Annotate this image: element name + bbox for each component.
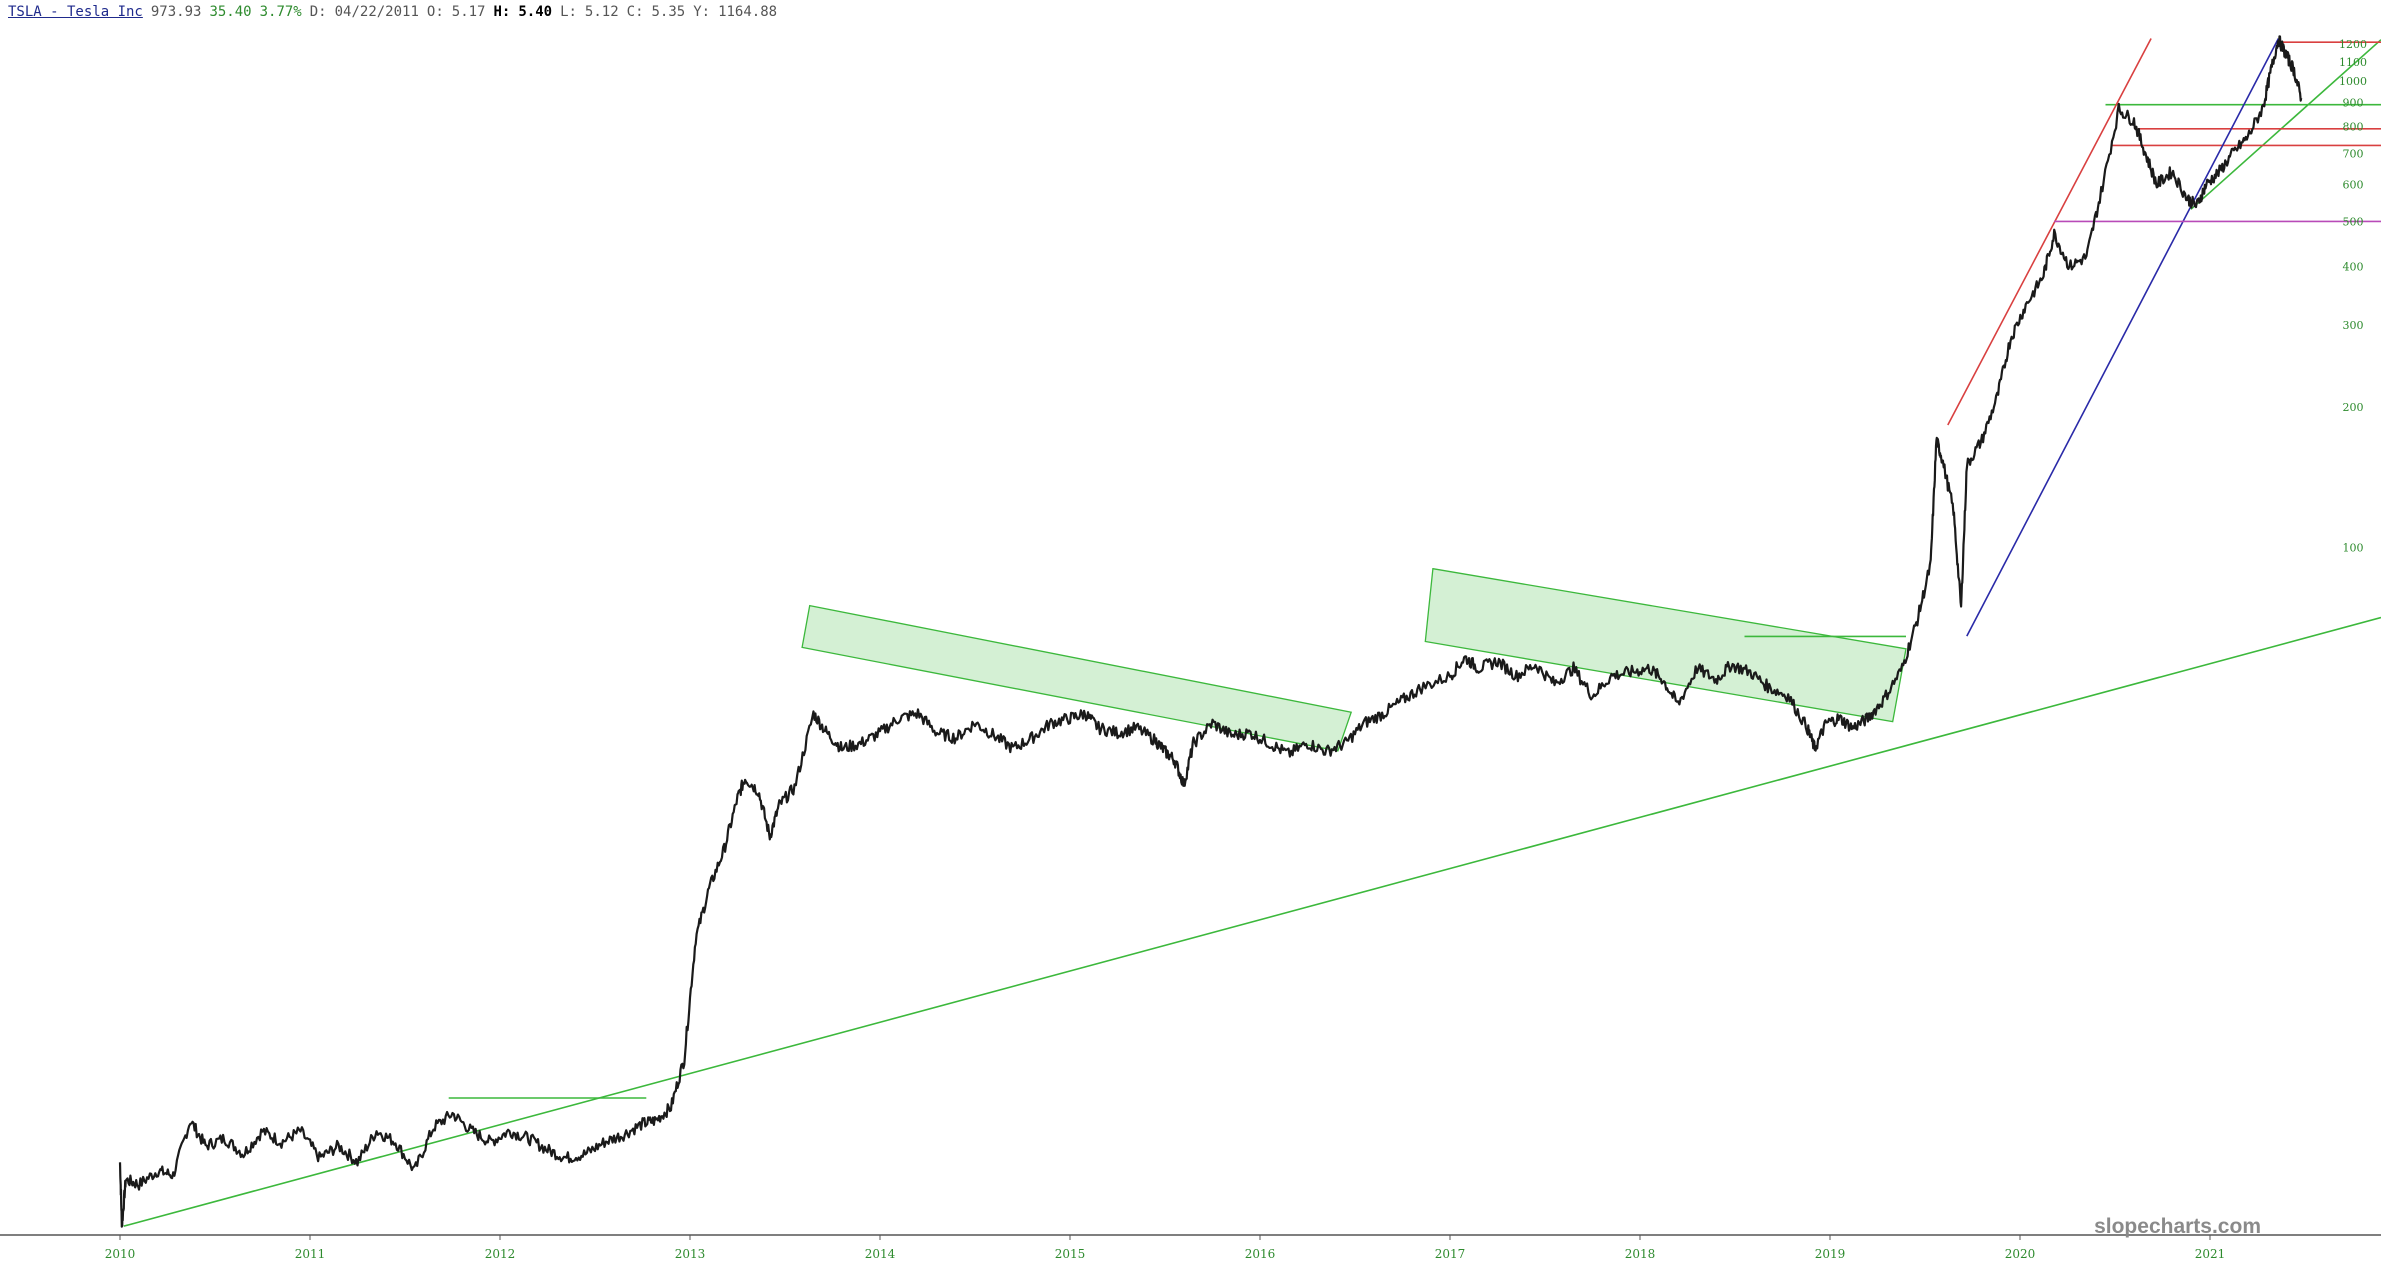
- channel-layer: [801, 567, 1907, 752]
- x-tick-label: 2021: [2195, 1247, 2226, 1261]
- last-price: 973.93: [150, 4, 202, 20]
- trendline-green-5: [2190, 39, 2381, 210]
- y-tick-label: 700: [2343, 147, 2364, 160]
- watermark-logo: slopecharts.com: [2094, 1215, 2261, 1238]
- x-tick-label: 2019: [1815, 1247, 1846, 1261]
- trendline-layer: [123, 38, 2381, 1227]
- y-tick-label: 900: [2343, 96, 2364, 109]
- high-label: H:: [493, 4, 511, 20]
- x-tick-label: 2011: [295, 1247, 326, 1261]
- trendline-blue-10: [1966, 38, 2280, 637]
- low-label: L:: [560, 4, 577, 20]
- y-tick-label: 800: [2343, 120, 2364, 133]
- y-tick-label: 400: [2343, 261, 2364, 274]
- x-tick-label: 2014: [865, 1247, 896, 1261]
- open-value: 5.17: [451, 4, 486, 20]
- x-tick-label: 2017: [1435, 1247, 1466, 1261]
- y-tick-label: 500: [2343, 215, 2364, 228]
- open-label: O:: [426, 4, 444, 20]
- price-layer: [118, 35, 2303, 1228]
- x-axis-ticks: 2010 2011 2012 2013 2014 2015 2016 2017 2018 2019…: [105, 1235, 2226, 1261]
- low-value: 5.12: [584, 4, 619, 20]
- y-tick-label: 200: [2343, 401, 2364, 414]
- y-tick-label: 600: [2343, 179, 2364, 192]
- x-tick-label: 2013: [675, 1247, 706, 1261]
- symbol-link[interactable]: TSLA - Tesla Inc: [8, 4, 143, 20]
- date-value: 04/22/2011: [334, 4, 419, 20]
- y-tick-label: 1200: [2339, 38, 2367, 51]
- date-label: D:: [309, 4, 327, 20]
- close-label: C:: [626, 4, 644, 20]
- channel-2: [1424, 567, 1907, 723]
- x-tick-label: 2016: [1245, 1247, 1276, 1261]
- y-tick-label: 1100: [2339, 56, 2367, 69]
- x-tick-label: 2010: [105, 1247, 136, 1261]
- quote-header: TSLA - Tesla Inc 973.93 35.40 3.77% D: 04/22/…: [8, 4, 785, 20]
- x-tick-label: 2012: [485, 1247, 516, 1261]
- high-value: 5.40: [518, 4, 553, 20]
- y-axis-ticks: 100 200 300 400 500 600 700 800 900 1000 1100 1200: [2339, 38, 2367, 554]
- y-value: 1164.88: [718, 4, 778, 20]
- price-change: 35.40: [209, 4, 252, 20]
- x-tick-label: 2018: [1625, 1247, 1656, 1261]
- trendline-red-6: [1947, 38, 2152, 426]
- x-tick-label: 2020: [2005, 1247, 2036, 1261]
- trendline-green-1: [123, 616, 2381, 1227]
- channel-1: [801, 604, 1353, 752]
- y-label: Y:: [693, 4, 711, 20]
- price-change-percent: 3.77%: [259, 4, 302, 20]
- y-tick-label: 300: [2343, 319, 2364, 332]
- price-series-line: [118, 35, 2303, 1228]
- y-tick-label: 1000: [2339, 75, 2367, 88]
- close-value: 5.35: [651, 4, 686, 20]
- x-tick-label: 2015: [1055, 1247, 1086, 1261]
- y-tick-label: 100: [2343, 541, 2364, 554]
